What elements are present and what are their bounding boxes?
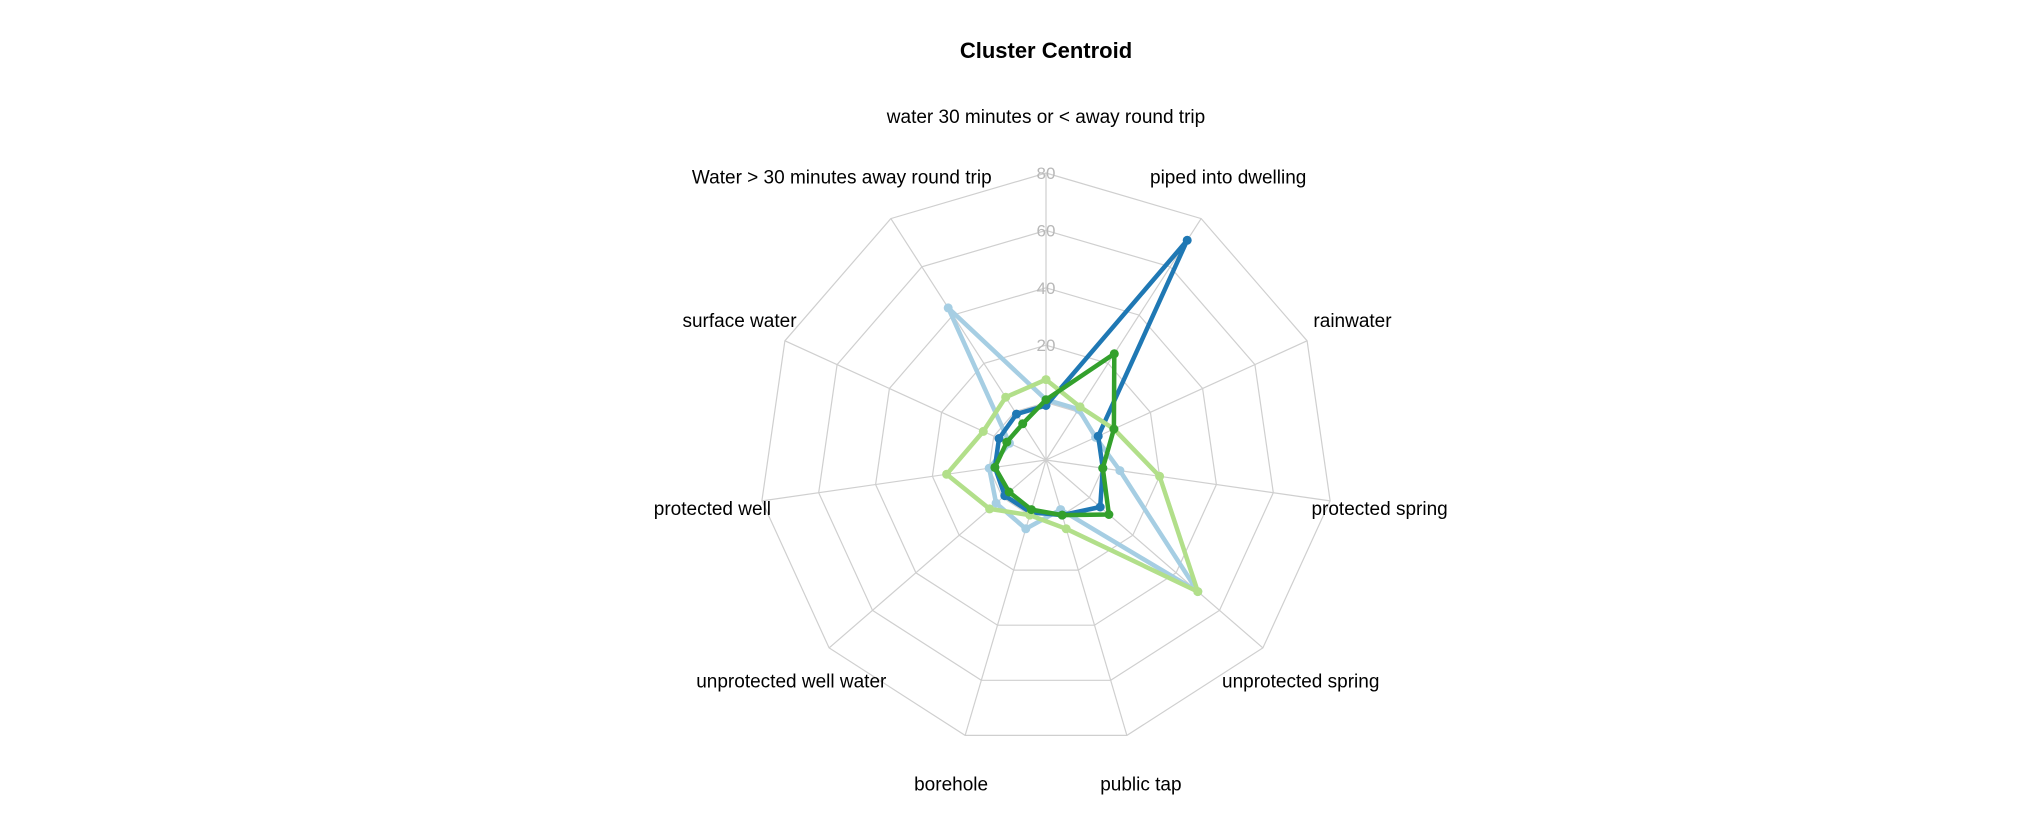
axis-label: unprotected spring — [1222, 672, 1379, 693]
axis-label: protected spring — [1311, 499, 1447, 520]
axis-label: borehole — [914, 774, 988, 795]
data-point — [1182, 235, 1192, 245]
axis-labels: water 30 minutes or < away round trip pip… — [654, 107, 1448, 795]
grid-spoke-10 — [890, 218, 1047, 461]
series-layer — [942, 235, 1203, 597]
data-point — [1041, 375, 1051, 385]
data-point — [1104, 510, 1114, 519]
data-point — [1026, 505, 1036, 515]
data-point — [991, 498, 1001, 508]
data-point — [1115, 466, 1125, 476]
tick-label: 20 — [1037, 336, 1056, 355]
axis-label: water 30 minutes or < away round trip — [886, 107, 1205, 128]
axis-label: piped into dwelling — [1150, 168, 1306, 189]
chart-title: Cluster Centroid — [960, 38, 1132, 63]
grid-ring-2 — [931, 344, 1161, 571]
axis-label: unprotected well water — [696, 672, 887, 693]
axis-label: surface water — [682, 311, 797, 332]
data-point — [1001, 392, 1011, 402]
data-point — [1021, 524, 1031, 534]
data-point — [990, 462, 1000, 472]
series-3 — [990, 349, 1119, 520]
grid-ring-4 — [818, 229, 1274, 681]
data-point — [1193, 587, 1203, 597]
grid-ring-5 — [761, 172, 1331, 737]
axis-label: rainwater — [1313, 311, 1392, 332]
axis-label: protected well — [654, 499, 771, 520]
data-point — [1109, 424, 1119, 434]
data-point — [1041, 395, 1051, 405]
series-2 — [942, 375, 1203, 597]
data-point — [1093, 431, 1103, 441]
series-line — [944, 377, 1201, 594]
grid-spoke-2 — [1045, 340, 1308, 461]
data-point — [985, 504, 995, 514]
data-point — [994, 434, 1004, 443]
data-point — [1002, 437, 1012, 447]
tick-label: 40 — [1037, 279, 1056, 298]
data-point — [942, 469, 952, 479]
data-point — [1098, 463, 1108, 473]
tick-label: 80 — [1037, 164, 1056, 183]
axis-label: public tap — [1100, 774, 1181, 795]
data-point — [1057, 510, 1067, 520]
grid-spoke-1 — [1045, 218, 1202, 461]
data-point — [1095, 502, 1105, 512]
data-point — [1012, 409, 1021, 419]
grid-spoke-3 — [1045, 459, 1331, 502]
data-point — [1018, 419, 1028, 429]
grid-ring-3 — [874, 287, 1218, 626]
data-point — [978, 426, 988, 436]
data-point — [1004, 487, 1014, 497]
grid-spoke-5 — [1045, 459, 1128, 736]
data-point — [1155, 471, 1165, 481]
grid — [761, 172, 1331, 737]
tick-label: 60 — [1037, 221, 1056, 240]
data-point — [1075, 402, 1085, 412]
data-point — [1061, 524, 1071, 534]
data-point — [943, 303, 953, 313]
series-line — [945, 305, 1201, 594]
data-point — [1109, 349, 1119, 359]
axis-label: Water > 30 minutes away round trip — [692, 168, 992, 189]
grid-spoke-4 — [1045, 459, 1264, 649]
